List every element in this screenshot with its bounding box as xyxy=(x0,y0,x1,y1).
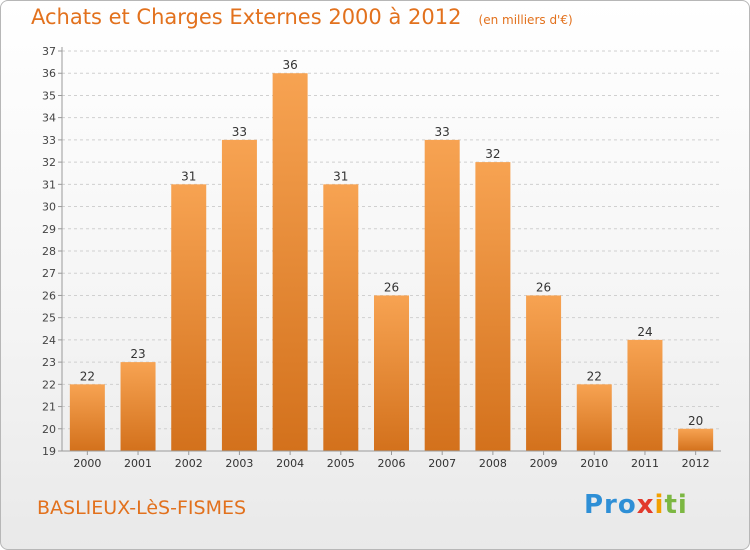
bar xyxy=(374,295,409,451)
y-tick-label: 36 xyxy=(42,67,56,80)
x-tick-label: 2000 xyxy=(73,457,101,470)
bars-layer xyxy=(69,73,714,452)
y-tick-label: 28 xyxy=(42,245,56,258)
data-label: 22 xyxy=(80,369,95,383)
logo-part-3: i xyxy=(654,490,665,520)
bar xyxy=(678,428,714,451)
y-tick-label: 23 xyxy=(42,356,56,369)
x-tick-label: 2006 xyxy=(378,457,406,470)
bar xyxy=(221,139,257,451)
data-label: 32 xyxy=(485,147,500,161)
data-label: 36 xyxy=(282,58,297,72)
bar xyxy=(627,339,663,451)
x-tick-label: 2008 xyxy=(479,457,507,470)
y-tick-label: 21 xyxy=(42,401,56,414)
title-row: Achats et Charges Externes 2000 à 2012 (… xyxy=(31,5,573,29)
x-tick-label: 2007 xyxy=(428,457,456,470)
bar xyxy=(475,162,511,451)
data-label: 26 xyxy=(536,280,551,294)
data-label: 22 xyxy=(587,369,602,383)
y-tick-label: 19 xyxy=(42,445,56,458)
x-tick-label: 2003 xyxy=(225,457,253,470)
y-tick-label: 27 xyxy=(42,267,56,280)
place-name: BASLIEUX-LèS-FISMES xyxy=(37,497,247,519)
y-tick-label: 35 xyxy=(42,89,56,102)
y-tick-label: 25 xyxy=(42,312,56,325)
y-tick-label: 32 xyxy=(42,156,56,169)
x-tick-label: 2010 xyxy=(580,457,608,470)
y-tick-label: 33 xyxy=(42,134,56,147)
x-tick-label: 2012 xyxy=(682,457,710,470)
logo-part-1: Pro xyxy=(584,490,637,520)
bar xyxy=(69,384,105,451)
bar xyxy=(120,362,156,451)
data-label: 33 xyxy=(232,125,247,139)
bar xyxy=(323,184,359,452)
bar xyxy=(576,384,612,451)
data-label: 24 xyxy=(637,325,652,339)
data-label: 26 xyxy=(384,280,399,294)
data-label: 31 xyxy=(181,169,196,183)
y-tick-label: 20 xyxy=(42,423,56,436)
data-label: 33 xyxy=(435,125,450,139)
y-tick-label: 24 xyxy=(42,334,56,347)
y-tick-label: 22 xyxy=(42,378,56,391)
data-label: 20 xyxy=(688,414,703,428)
data-label: 31 xyxy=(333,169,348,183)
x-tick-label: 2011 xyxy=(631,457,659,470)
logo-part-2: x xyxy=(636,490,655,520)
bar xyxy=(272,73,308,451)
chart-title: Achats et Charges Externes 2000 à 2012 xyxy=(31,5,462,29)
chart-subtitle: (en milliers d'€) xyxy=(478,13,573,27)
y-tick-label: 34 xyxy=(42,112,56,125)
bar xyxy=(526,295,562,451)
data-label: 23 xyxy=(130,347,145,361)
x-tick-label: 2002 xyxy=(175,457,203,470)
logo-part-4: ti xyxy=(664,490,688,520)
axis-layer: 19 20 21 22 23 24 25 26 27 28 29 30 31 32 33 34 35 36 37 20… xyxy=(42,45,721,470)
y-tick-label: 29 xyxy=(42,223,56,236)
y-tick-label: 31 xyxy=(42,178,56,191)
y-tick-label: 37 xyxy=(42,45,56,58)
y-tick-label: 26 xyxy=(42,289,56,302)
x-tick-label: 2001 xyxy=(124,457,152,470)
bar xyxy=(424,139,460,451)
proxiti-logo[interactable]: Proxiti xyxy=(584,490,688,520)
x-tick-label: 2009 xyxy=(530,457,558,470)
bar xyxy=(171,184,207,452)
x-tick-label: 2005 xyxy=(327,457,355,470)
labels-layer: 22 23 31 33 36 31 26 33 32 26 22 24 20 xyxy=(80,58,704,428)
x-tick-label: 2004 xyxy=(276,457,304,470)
y-tick-label: 30 xyxy=(42,201,56,214)
